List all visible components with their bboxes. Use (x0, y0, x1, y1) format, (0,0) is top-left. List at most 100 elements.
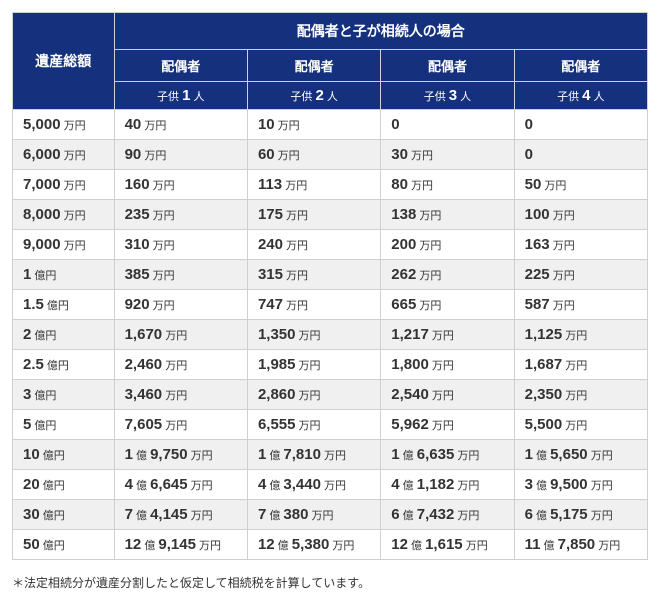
tax-cell: 1 億 5,650 万円 (514, 440, 647, 470)
tax-cell: 1 億 7,810 万円 (247, 440, 380, 470)
estate-amount: 5,000 万円 (13, 110, 115, 140)
tax-cell: 138 万円 (381, 200, 514, 230)
estate-amount: 9,000 万円 (13, 230, 115, 260)
tax-cell: 10 万円 (247, 110, 380, 140)
tax-cell: 160 万円 (114, 170, 247, 200)
tax-cell: 2,860 万円 (247, 380, 380, 410)
tax-cell: 225 万円 (514, 260, 647, 290)
table-row: 8,000 万円235 万円175 万円138 万円100 万円 (13, 200, 648, 230)
table-row: 7,000 万円160 万円113 万円80 万円50 万円 (13, 170, 648, 200)
tax-cell: 7 億 4,145 万円 (114, 500, 247, 530)
header-main: 配偶者と子が相続人の場合 (114, 13, 647, 50)
tax-cell: 4 億 1,182 万円 (381, 470, 514, 500)
estate-amount: 50 億円 (13, 530, 115, 560)
tax-cell: 0 (514, 110, 647, 140)
tax-cell: 7,605 万円 (114, 410, 247, 440)
table-row: 5 億円7,605 万円6,555 万円5,962 万円5,500 万円 (13, 410, 648, 440)
tax-cell: 12 億 9,145 万円 (114, 530, 247, 560)
header-spouse-4: 配偶者 (514, 50, 647, 82)
table-body: 5,000 万円40 万円10 万円006,000 万円90 万円60 万円30… (13, 110, 648, 560)
estate-amount: 6,000 万円 (13, 140, 115, 170)
estate-amount: 10 億円 (13, 440, 115, 470)
tax-cell: 113 万円 (247, 170, 380, 200)
table-row: 30 億円7 億 4,145 万円7 億 380 万円6 億 7,432 万円6… (13, 500, 648, 530)
tax-cell: 920 万円 (114, 290, 247, 320)
tax-cell: 1,350 万円 (247, 320, 380, 350)
tax-cell: 50 万円 (514, 170, 647, 200)
tax-cell: 3 億 9,500 万円 (514, 470, 647, 500)
tax-cell: 100 万円 (514, 200, 647, 230)
header-spouse-1: 配偶者 (114, 50, 247, 82)
table-row: 10 億円1 億 9,750 万円1 億 7,810 万円1 億 6,635 万… (13, 440, 648, 470)
footnote: ＊法定相続分が遺産分割したと仮定して相続税を計算しています。 (12, 574, 648, 591)
estate-amount: 1 億円 (13, 260, 115, 290)
tax-cell: 315 万円 (247, 260, 380, 290)
tax-cell: 12 億 1,615 万円 (381, 530, 514, 560)
header-spouse-3: 配偶者 (381, 50, 514, 82)
tax-cell: 1,687 万円 (514, 350, 647, 380)
table-row: 2.5 億円2,460 万円1,985 万円1,800 万円1,687 万円 (13, 350, 648, 380)
estate-amount: 1.5 億円 (13, 290, 115, 320)
tax-cell: 665 万円 (381, 290, 514, 320)
tax-cell: 6,555 万円 (247, 410, 380, 440)
tax-cell: 1 億 6,635 万円 (381, 440, 514, 470)
tax-cell: 175 万円 (247, 200, 380, 230)
tax-cell: 30 万円 (381, 140, 514, 170)
tax-cell: 60 万円 (247, 140, 380, 170)
tax-cell: 4 億 3,440 万円 (247, 470, 380, 500)
table-row: 2 億円1,670 万円1,350 万円1,217 万円1,125 万円 (13, 320, 648, 350)
tax-cell: 1,670 万円 (114, 320, 247, 350)
tax-cell: 2,460 万円 (114, 350, 247, 380)
table-row: 1 億円385 万円315 万円262 万円225 万円 (13, 260, 648, 290)
tax-cell: 6 億 5,175 万円 (514, 500, 647, 530)
header-children-4: 子供 4 人 (514, 82, 647, 110)
estate-amount: 20 億円 (13, 470, 115, 500)
estate-amount: 5 億円 (13, 410, 115, 440)
tax-cell: 80 万円 (381, 170, 514, 200)
tax-cell: 4 億 6,645 万円 (114, 470, 247, 500)
estate-amount: 8,000 万円 (13, 200, 115, 230)
tax-cell: 262 万円 (381, 260, 514, 290)
header-estate-total: 遺産総額 (13, 13, 115, 110)
tax-cell: 11 億 7,850 万円 (514, 530, 647, 560)
header-children-1: 子供 1 人 (114, 82, 247, 110)
tax-cell: 1,125 万円 (514, 320, 647, 350)
inheritance-tax-table: 遺産総額 配偶者と子が相続人の場合 配偶者 配偶者 配偶者 配偶者 子供 1 人… (12, 12, 648, 560)
tax-cell: 0 (381, 110, 514, 140)
header-children-3: 子供 3 人 (381, 82, 514, 110)
tax-cell: 12 億 5,380 万円 (247, 530, 380, 560)
tax-cell: 90 万円 (114, 140, 247, 170)
tax-cell: 385 万円 (114, 260, 247, 290)
table-row: 3 億円3,460 万円2,860 万円2,540 万円2,350 万円 (13, 380, 648, 410)
table-row: 1.5 億円920 万円747 万円665 万円587 万円 (13, 290, 648, 320)
tax-cell: 587 万円 (514, 290, 647, 320)
tax-cell: 5,500 万円 (514, 410, 647, 440)
tax-cell: 1,985 万円 (247, 350, 380, 380)
tax-cell: 6 億 7,432 万円 (381, 500, 514, 530)
tax-cell: 3,460 万円 (114, 380, 247, 410)
tax-cell: 0 (514, 140, 647, 170)
tax-cell: 240 万円 (247, 230, 380, 260)
header-spouse-2: 配偶者 (247, 50, 380, 82)
tax-cell: 1,800 万円 (381, 350, 514, 380)
tax-cell: 200 万円 (381, 230, 514, 260)
tax-cell: 235 万円 (114, 200, 247, 230)
table-row: 20 億円4 億 6,645 万円4 億 3,440 万円4 億 1,182 万… (13, 470, 648, 500)
table-row: 6,000 万円90 万円60 万円30 万円0 (13, 140, 648, 170)
table-row: 9,000 万円310 万円240 万円200 万円163 万円 (13, 230, 648, 260)
estate-amount: 2.5 億円 (13, 350, 115, 380)
tax-cell: 1 億 9,750 万円 (114, 440, 247, 470)
table-row: 50 億円12 億 9,145 万円12 億 5,380 万円12 億 1,61… (13, 530, 648, 560)
table-row: 5,000 万円40 万円10 万円00 (13, 110, 648, 140)
tax-cell: 2,350 万円 (514, 380, 647, 410)
header-children-2: 子供 2 人 (247, 82, 380, 110)
tax-cell: 7 億 380 万円 (247, 500, 380, 530)
estate-amount: 7,000 万円 (13, 170, 115, 200)
tax-cell: 310 万円 (114, 230, 247, 260)
tax-cell: 40 万円 (114, 110, 247, 140)
estate-amount: 2 億円 (13, 320, 115, 350)
tax-cell: 5,962 万円 (381, 410, 514, 440)
estate-amount: 3 億円 (13, 380, 115, 410)
tax-cell: 747 万円 (247, 290, 380, 320)
table-header: 遺産総額 配偶者と子が相続人の場合 配偶者 配偶者 配偶者 配偶者 子供 1 人… (13, 13, 648, 110)
